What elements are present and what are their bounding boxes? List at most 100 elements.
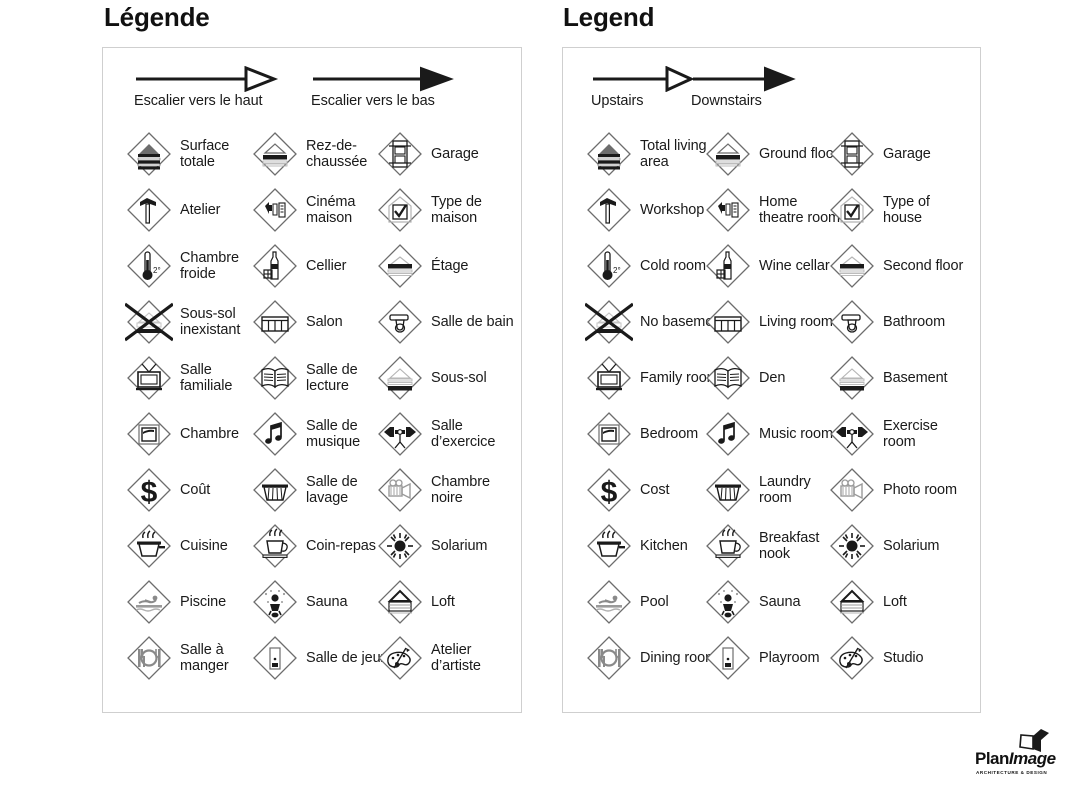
legend-item[interactable]: Exercise room [828, 406, 969, 462]
legend-item[interactable]: Cellier [251, 238, 347, 294]
legend-item-label: Cinéma maison [306, 193, 356, 227]
legend-item[interactable]: Piscine [125, 574, 226, 630]
legend-item[interactable]: $ Cost [585, 462, 670, 518]
legend-row: 2° Chambre froide Cellier Étage [103, 238, 521, 294]
legend-item[interactable]: Coin-repas [251, 518, 376, 574]
legend-item[interactable]: Bathroom [828, 294, 945, 350]
family-room-tv-icon [125, 354, 173, 402]
legend-item[interactable]: Type of house [828, 182, 969, 238]
legend-item[interactable]: Breakfast nook [704, 518, 845, 574]
legend-item[interactable]: Den [704, 350, 785, 406]
legend-item[interactable]: Photo room [828, 462, 957, 518]
legend-item[interactable]: Surface totale [125, 126, 266, 182]
page-title-english: Legend [563, 2, 655, 32]
legend-item[interactable]: Bedroom [585, 406, 698, 462]
arrow-outline-right-icon [134, 65, 286, 93]
legend-item-label: Home theatre room [759, 193, 841, 227]
legend-row: 2° Cold room Wine cellar Second floor [563, 238, 980, 294]
legend-item[interactable]: Sous-sol inexistant [125, 294, 266, 350]
cost-dollar-icon: $ [585, 466, 633, 514]
legend-item[interactable]: Salle de lavage [251, 462, 392, 518]
bathroom-toilet-icon [376, 298, 424, 346]
breakfast-nook-cup-icon [251, 522, 299, 570]
legend-item-label: Total living area [640, 137, 707, 171]
legend-item[interactable]: Pool [585, 574, 669, 630]
legend-item[interactable]: Cuisine [125, 518, 228, 574]
legend-item[interactable]: Chambre [125, 406, 239, 462]
legend-item[interactable]: Kitchen [585, 518, 688, 574]
wine-cellar-icon [251, 242, 299, 290]
legend-item[interactable]: Second floor [828, 238, 963, 294]
legend-item-label: Chambre noire [431, 473, 490, 507]
legend-item[interactable]: Salle de musique [251, 406, 392, 462]
ground-floor-icon [251, 130, 299, 178]
arrow-outline-right-icon [591, 65, 703, 93]
legend-item[interactable]: Solarium [828, 518, 940, 574]
legend-item-label: Family room [640, 369, 719, 386]
legend-item[interactable]: Loft [828, 574, 907, 630]
legend-item-label: Cost [640, 481, 670, 498]
legend-row: Surface totale Rez-de-chaussée Garage [103, 126, 521, 182]
legend-item-label: Surface totale [180, 137, 230, 171]
exercise-room-weights-icon [828, 410, 876, 458]
legend-item[interactable]: Playroom [704, 630, 820, 686]
home-theatre-icon [251, 186, 299, 234]
legend-item[interactable]: Garage [828, 126, 931, 182]
legend-item[interactable]: Laundry room [704, 462, 845, 518]
legend-item[interactable]: Loft [376, 574, 455, 630]
legend-item[interactable]: Type de maison [376, 182, 517, 238]
legend-item-label: Type de maison [431, 193, 482, 227]
legend-item[interactable]: 2° Cold room [585, 238, 706, 294]
legend-item-label: Den [759, 369, 786, 386]
legend-item[interactable]: Étage [376, 238, 469, 294]
legend-item[interactable]: Salle de jeux [251, 630, 388, 686]
legend-row: Workshop Home theatre room Type of house [563, 182, 980, 238]
garage-icon [828, 130, 876, 178]
playroom-icon [251, 634, 299, 682]
legend-item[interactable]: Ground floor [704, 126, 839, 182]
legend-item-label: Pool [640, 593, 669, 610]
legend-item[interactable]: Living room [704, 294, 833, 350]
legend-item[interactable]: Garage [376, 126, 479, 182]
legend-item[interactable]: Music room [704, 406, 833, 462]
legend-item[interactable]: Rez-de-chaussée [251, 126, 392, 182]
legend-item[interactable]: Workshop [585, 182, 704, 238]
legend-item[interactable]: Wine cellar [704, 238, 830, 294]
pool-swimmer-icon [125, 578, 173, 626]
arrow-solid-right-icon [311, 66, 463, 92]
legend-item-label: Bedroom [640, 425, 699, 442]
legend-item[interactable]: Solarium [376, 518, 488, 574]
no-basement-icon [125, 298, 173, 346]
legend-item[interactable]: Salle familiale [125, 350, 266, 406]
legend-item[interactable]: No basement [585, 294, 725, 350]
legend-item[interactable]: Atelier d’artiste [376, 630, 517, 686]
legend-item[interactable]: Salle à manger [125, 630, 266, 686]
legend-item[interactable]: Home theatre room [704, 182, 845, 238]
legend-item[interactable]: Studio [828, 630, 924, 686]
legend-item[interactable]: 2° Chambre froide [125, 238, 266, 294]
legend-item[interactable]: Dining room [585, 630, 717, 686]
legend-item[interactable]: Cinéma maison [251, 182, 392, 238]
legend-item[interactable]: $ Coût [125, 462, 210, 518]
legend-item-label: Rez-de-chaussée [306, 137, 368, 171]
den-book-icon [251, 354, 299, 402]
dining-room-cutlery-icon [125, 634, 173, 682]
legend-item[interactable]: Total living area [585, 126, 726, 182]
stairs-down-label: Downstairs [691, 93, 762, 109]
legend-item[interactable]: Basement [828, 350, 948, 406]
legend-item[interactable]: Salon [251, 294, 343, 350]
legend-item-label: Exercise room [883, 417, 938, 451]
legend-item[interactable]: Sous-sol [376, 350, 487, 406]
legend-item[interactable]: Salle de bain [376, 294, 514, 350]
legend-item[interactable]: Sauna [704, 574, 801, 630]
legend-item[interactable]: Chambre noire [376, 462, 517, 518]
legend-item[interactable]: Atelier [125, 182, 221, 238]
legend-item-label: Second floor [883, 257, 964, 274]
legend-item-label: Atelier d’artiste [431, 641, 481, 675]
legend-item[interactable]: Family room [585, 350, 719, 406]
music-room-note-icon [251, 410, 299, 458]
legend-item[interactable]: Salle d’exercice [376, 406, 517, 462]
legend-item[interactable]: Sauna [251, 574, 348, 630]
legend-item[interactable]: Salle de lecture [251, 350, 392, 406]
